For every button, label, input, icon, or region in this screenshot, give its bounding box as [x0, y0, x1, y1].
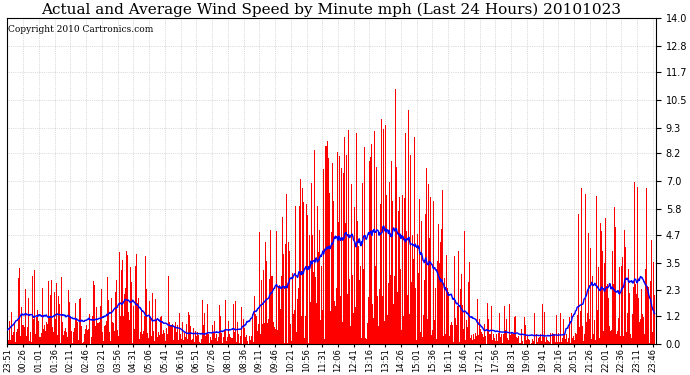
Title: Actual and Average Wind Speed by Minute mph (Last 24 Hours) 20101023: Actual and Average Wind Speed by Minute … [41, 3, 621, 17]
Text: Copyright 2010 Cartronics.com: Copyright 2010 Cartronics.com [8, 25, 153, 34]
